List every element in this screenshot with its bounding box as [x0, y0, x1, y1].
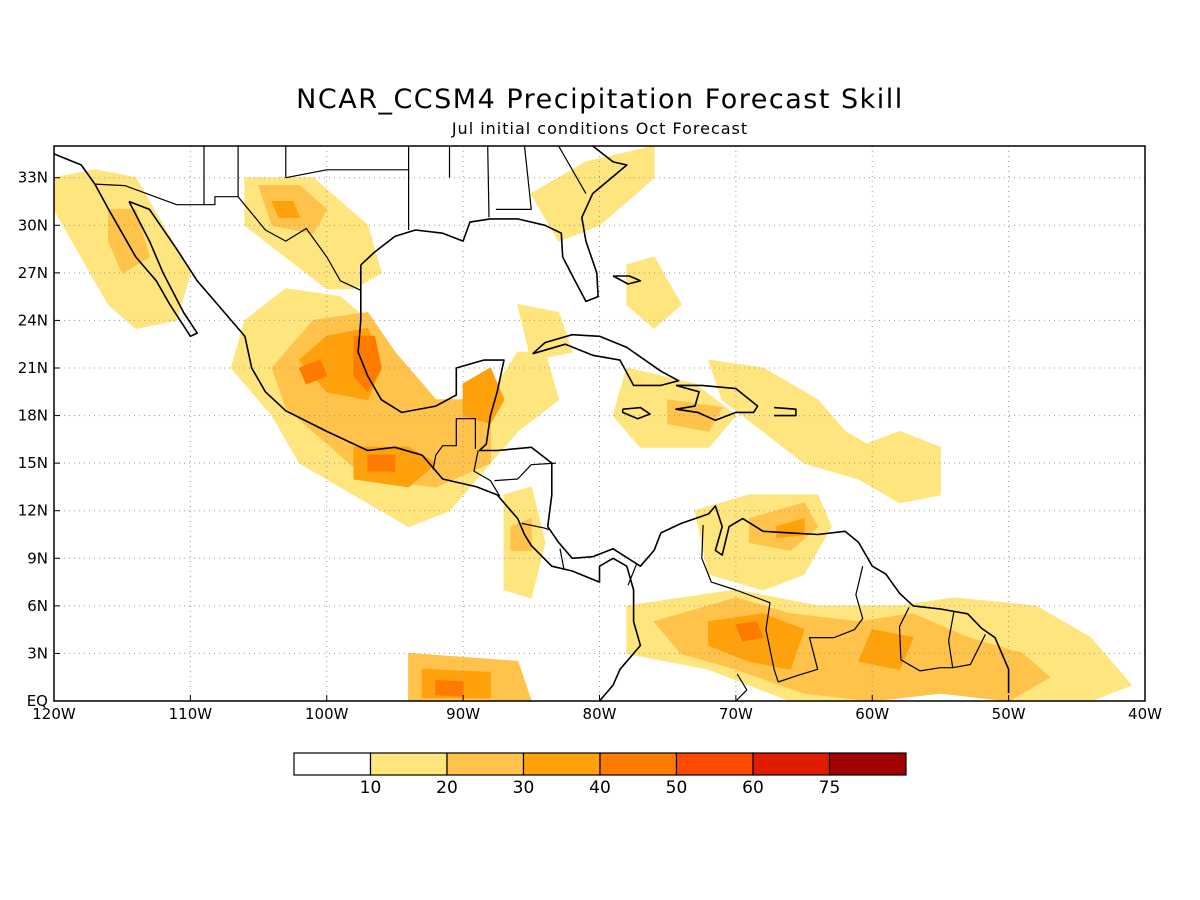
country-border — [432, 418, 476, 470]
coastline — [128, 200, 642, 701]
skill-region-orinoco-3 — [708, 613, 805, 670]
skill-region-eq-pacific-peak — [435, 679, 464, 697]
colorbar-swatch — [293, 752, 372, 776]
coastline — [621, 406, 651, 420]
coastline — [357, 264, 1010, 694]
coastline — [532, 333, 680, 387]
colorbar-label: 60 — [742, 778, 764, 798]
country-border — [701, 524, 779, 683]
lat-tick-label: EQ — [27, 692, 48, 710]
colorbar-swatch — [675, 752, 754, 776]
lon-tick-label: 120W — [32, 705, 76, 723]
lon-tick-label: 50W — [992, 705, 1026, 723]
country-border — [521, 522, 550, 531]
colorbar-label: 75 — [819, 778, 841, 798]
country-border — [952, 634, 986, 669]
lat-tick-label: 30N — [18, 216, 48, 234]
colorbar-swatch — [522, 752, 601, 776]
coastlines — [54, 146, 1010, 701]
skill-region-west-mexico-peak — [299, 359, 328, 385]
colorbar-swatch — [446, 752, 525, 776]
colorbar-swatch — [828, 752, 907, 776]
colorbar-label: 30 — [513, 778, 535, 798]
country-border — [94, 183, 362, 291]
skill-region-mexico-peak — [353, 335, 382, 393]
country-border — [494, 462, 556, 482]
coastline — [612, 275, 642, 285]
chart-subtitle: Jul initial conditions Oct Forecast — [451, 119, 749, 138]
coastline — [675, 384, 759, 422]
lat-tick-label: 15N — [18, 454, 48, 472]
colorbar-swatch — [599, 752, 678, 776]
lon-tick-label: 100W — [305, 705, 349, 723]
colorbar-label: 10 — [360, 778, 382, 798]
skill-region-chihuahua-core — [271, 201, 300, 218]
colorbar-label: 50 — [666, 778, 688, 798]
gridlines — [54, 146, 1145, 701]
skill-region-yucatan-peak — [462, 367, 505, 424]
lon-ticks: 120W 110W 100W 90W 80W 70W 60W 50W 40W — [32, 695, 1162, 723]
country-border — [523, 146, 532, 210]
lat-tick-label: 24N — [18, 311, 48, 329]
country-border — [940, 610, 955, 669]
country-border — [487, 146, 490, 218]
lat-tick-label: 33N — [18, 169, 48, 187]
lon-tick-label: 80W — [583, 705, 617, 723]
lat-tick-label: 18N — [18, 407, 48, 425]
country-border — [559, 548, 565, 570]
skill-region-bahamas — [626, 256, 682, 329]
lon-tick-label: 110W — [169, 705, 213, 723]
skill-region-nicaragua-2 — [510, 518, 532, 551]
coastline — [54, 153, 198, 338]
lat-tick-label: 21N — [18, 359, 48, 377]
colorbar-label: 20 — [436, 778, 458, 798]
country-border — [473, 450, 501, 497]
lat-tick-label: 9N — [27, 549, 48, 567]
colorbar-label: 40 — [589, 778, 611, 798]
lat-tick-label: 12N — [18, 502, 48, 520]
lon-tick-label: 60W — [855, 705, 889, 723]
skill-region-lesser-antilles — [708, 359, 914, 504]
coastline — [774, 406, 797, 417]
country-border — [898, 607, 941, 672]
country-border — [627, 564, 637, 586]
lat-tick-label: 3N — [27, 644, 48, 662]
coastline — [561, 146, 628, 303]
skill-region-orinoco-peak — [735, 621, 764, 642]
skill-shading — [54, 146, 1132, 701]
colorbar-swatch — [752, 752, 831, 776]
lat-ticks: EQ 3N 6N 9N 12N 15N 18N 21N 24N 27N 30N 33N — [18, 169, 60, 710]
colorbar: 10 20 30 40 50 60 75 — [293, 752, 907, 798]
lat-tick-label: 27N — [18, 264, 48, 282]
coastline — [360, 218, 564, 266]
country-border — [558, 146, 587, 194]
lat-tick-label: 6N — [27, 597, 48, 615]
borders — [94, 146, 986, 701]
skill-region-pacific-peak — [367, 454, 396, 472]
lon-tick-label: 90W — [446, 705, 480, 723]
lon-tick-label: 40W — [1128, 705, 1162, 723]
lon-tick-label: 70W — [719, 705, 753, 723]
country-border — [735, 673, 748, 701]
chart-title: NCAR_CCSM4 Precipitation Forecast Skill — [296, 84, 904, 115]
country-border — [285, 169, 410, 230]
country-border — [778, 566, 864, 683]
colorbar-swatch — [369, 752, 448, 776]
skill-region-east-atlantic — [858, 430, 941, 504]
